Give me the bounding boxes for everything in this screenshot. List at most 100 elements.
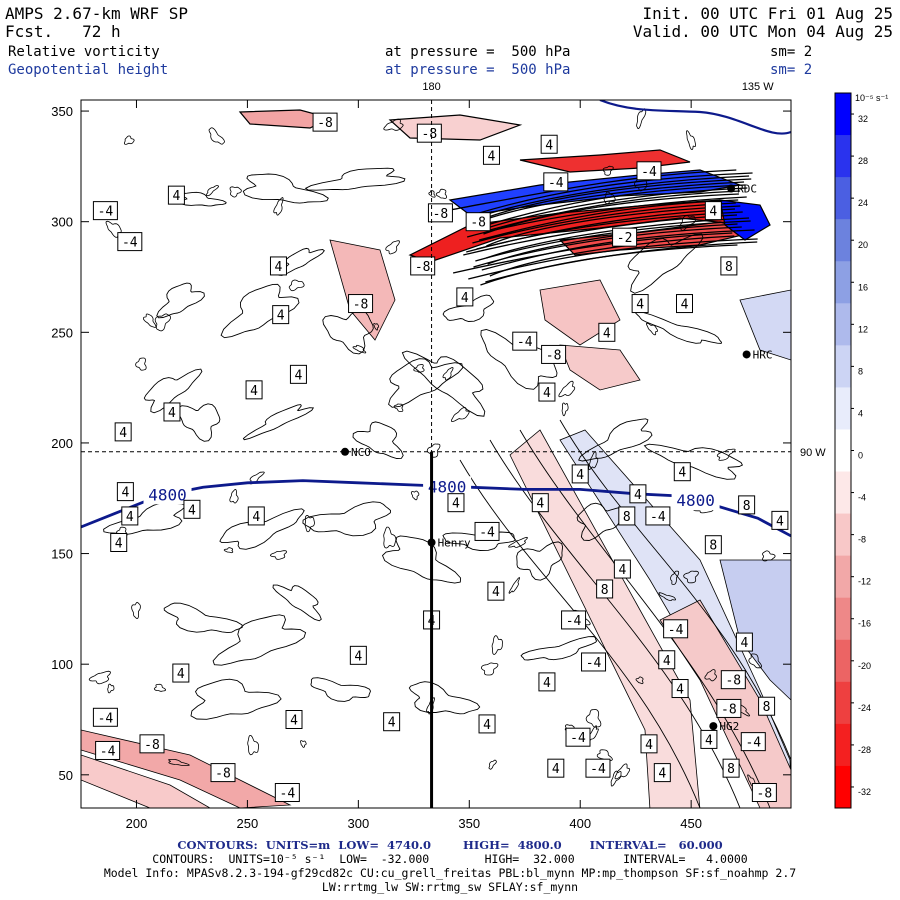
colorbar-swatch xyxy=(835,93,851,136)
vorticity-contour xyxy=(154,313,172,332)
contour-label: -8 xyxy=(546,348,562,363)
vorticity-contour xyxy=(352,421,404,459)
colorbar-tick-label: -4 xyxy=(858,493,866,503)
contour-label: 4 xyxy=(126,510,134,525)
contour-label-box xyxy=(738,495,756,515)
vorticity-contour xyxy=(442,531,516,551)
field1-name: Relative vorticity xyxy=(8,44,160,60)
vorticity-contour xyxy=(373,323,380,331)
colorbar-tick-label: 20 xyxy=(858,240,868,250)
init-time: Init. 00 UTC Fri 01 Aug 25 xyxy=(642,4,893,23)
height-contour-upper xyxy=(599,100,791,135)
vorticity-contour xyxy=(670,570,680,585)
contour-label-box xyxy=(110,533,128,552)
negative-vorticity-band xyxy=(81,754,211,808)
station-label: RDC xyxy=(737,183,757,196)
model-info: Model Info: MPASv8.2.3-194-gf29cd82c CU:… xyxy=(103,866,797,880)
vorticity-contour xyxy=(393,403,404,413)
model-info-radiation: LW:rrtmg_lw SW:rrtmg_sw SFLAY:sf_mynn xyxy=(321,880,579,894)
x-tick-label: 350 xyxy=(458,816,480,831)
colorbar-swatch xyxy=(835,471,851,515)
contour-label-box xyxy=(121,506,139,526)
vorticity-contour xyxy=(463,214,738,256)
vorticity-contour xyxy=(748,653,762,669)
colorbar-swatch xyxy=(835,681,851,725)
contour-label: -4 xyxy=(98,205,114,220)
colorbar-swatch xyxy=(835,639,851,683)
contour-label-box xyxy=(274,783,300,803)
contour-label-box xyxy=(598,322,616,342)
contour-label: 4 xyxy=(636,298,644,313)
negative-vorticity-band xyxy=(81,729,292,808)
vorticity-contour xyxy=(449,169,737,211)
vorticity-contour xyxy=(478,172,753,214)
y-tick-label: 350 xyxy=(51,104,73,119)
height-contour-label: 4800 xyxy=(428,477,467,496)
contour-label: 4 xyxy=(177,667,185,682)
colorbar-tick-label: -32 xyxy=(858,787,871,797)
colorbar-tick-label: -28 xyxy=(858,745,871,755)
colorbar-swatch xyxy=(835,219,851,262)
vorticity-contour xyxy=(747,774,756,788)
contour-label-box xyxy=(272,305,290,325)
contour-label: -4 xyxy=(566,614,582,629)
vorticity-contour xyxy=(143,368,203,414)
vorticity-contour xyxy=(272,584,322,622)
contour-label-box xyxy=(571,464,589,484)
y-tick-label: 300 xyxy=(51,215,73,230)
colorbar-tick-label: 0 xyxy=(858,451,863,461)
contour-label-box xyxy=(269,256,287,276)
vorticity-contour xyxy=(716,448,736,461)
height-label-bg xyxy=(143,484,192,505)
contour-label-box xyxy=(618,506,636,526)
contour-label: 4 xyxy=(576,468,584,483)
positive-vorticity-band xyxy=(739,289,791,361)
contour-label: -4 xyxy=(570,731,586,746)
contour-label: -8 xyxy=(317,116,333,131)
contour-label: -8 xyxy=(725,674,741,689)
vorticity-contour xyxy=(190,678,282,720)
contour-label-box xyxy=(735,632,753,652)
vorticity-contour xyxy=(229,488,239,504)
contour-label-box xyxy=(663,619,689,639)
vorticity-contour xyxy=(610,770,622,787)
contour-label: -4 xyxy=(745,736,761,751)
contour-label-box xyxy=(163,402,181,422)
vorticity-contour xyxy=(302,501,391,537)
contour-label-box xyxy=(704,201,722,221)
contour-label: 4 xyxy=(295,368,303,383)
colorbar-tick-label: 16 xyxy=(858,282,868,292)
colorbar-swatch xyxy=(835,387,851,430)
colorbar-swatch xyxy=(835,555,851,599)
contour-label-box xyxy=(531,493,549,513)
vorticity-contour xyxy=(679,215,696,231)
contour-label-box xyxy=(541,344,567,364)
vorticity-contour xyxy=(383,526,397,549)
contour-label-box xyxy=(581,652,607,672)
contour-label-box xyxy=(447,493,465,513)
vorticity-contour xyxy=(486,187,748,229)
latitude-label: 90 W xyxy=(800,447,826,459)
contour-label: 4 xyxy=(121,486,129,501)
contour-label-box xyxy=(183,499,201,519)
contour-label-box xyxy=(117,232,143,252)
vorticity-contour xyxy=(410,490,420,501)
contour-label-box xyxy=(487,581,505,601)
contour-label: -4 xyxy=(641,165,657,180)
contour-label-box xyxy=(478,714,496,734)
contour-label-box xyxy=(716,698,742,718)
vorticity-contour xyxy=(508,536,529,548)
station-marker xyxy=(742,350,751,359)
station-marker xyxy=(709,722,718,731)
negative-vorticity-band xyxy=(329,239,396,341)
vorticity-contour xyxy=(107,683,115,694)
contour-label: 4 xyxy=(663,654,671,669)
station-marker xyxy=(341,447,350,456)
vorticity-contour xyxy=(508,576,520,594)
colorbar-swatch xyxy=(835,597,851,641)
contour-label: 4 xyxy=(776,514,784,529)
contour-label: -4 xyxy=(668,623,684,638)
contour-label: 4 xyxy=(536,497,544,512)
colorbar-tick-label: 8 xyxy=(858,366,863,376)
